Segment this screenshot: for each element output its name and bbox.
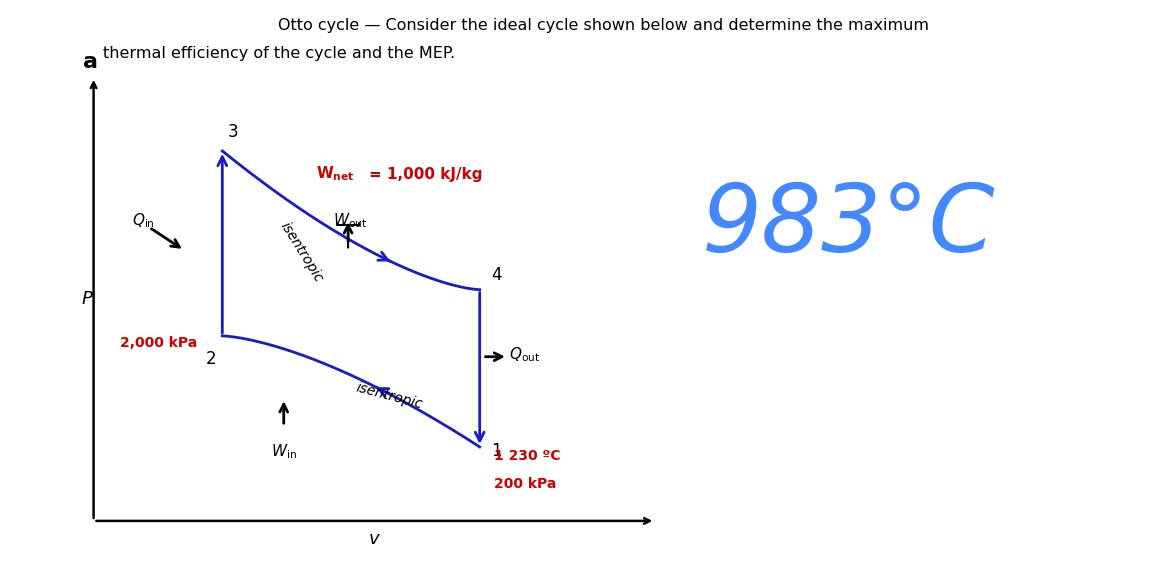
Text: v: v [369, 530, 380, 548]
Text: 1: 1 [491, 442, 502, 460]
Text: thermal efficiency of the cycle and the MEP.: thermal efficiency of the cycle and the … [103, 46, 455, 60]
Text: isentropic: isentropic [355, 381, 424, 412]
Text: Otto cycle — Consider the ideal cycle shown below and determine the maximum: Otto cycle — Consider the ideal cycle sh… [278, 18, 929, 33]
Text: $Q_{\rm out}$: $Q_{\rm out}$ [509, 345, 541, 364]
Text: 1 230 ºC: 1 230 ºC [495, 449, 560, 463]
Text: 4: 4 [491, 266, 502, 284]
Text: 3: 3 [228, 123, 239, 141]
Text: 983°C: 983°C [702, 180, 996, 271]
Text: P: P [82, 290, 92, 308]
Text: 200 kPa: 200 kPa [495, 477, 557, 491]
Text: a: a [83, 52, 98, 72]
Text: isentropic: isentropic [277, 220, 325, 285]
Text: 2: 2 [206, 350, 216, 368]
Text: $Q_{\rm in}$: $Q_{\rm in}$ [132, 211, 154, 230]
Text: = 1,000 kJ/kg: = 1,000 kJ/kg [369, 166, 482, 182]
Text: $W_{\rm out}$: $W_{\rm out}$ [333, 211, 367, 230]
Text: $W_{\rm in}$: $W_{\rm in}$ [270, 442, 297, 461]
Text: $\mathbf{W}_{\mathbf{net}}$: $\mathbf{W}_{\mathbf{net}}$ [316, 165, 355, 183]
Text: 2,000 kPa: 2,000 kPa [121, 336, 198, 350]
